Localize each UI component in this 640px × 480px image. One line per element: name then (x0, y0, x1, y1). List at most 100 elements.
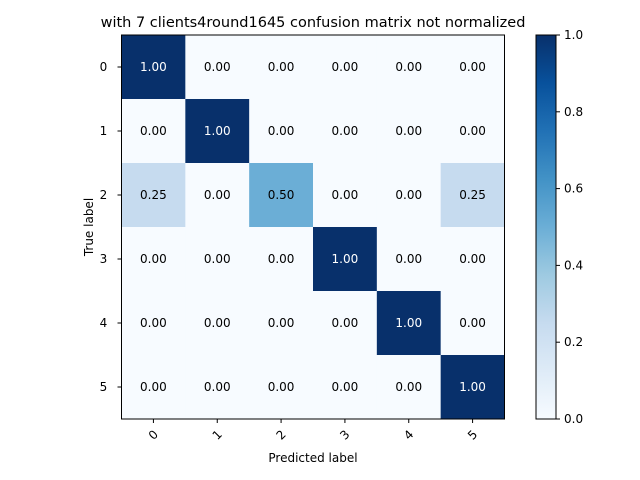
colorbar-ticks: 0.0 0.2 0.4 0.6 0.8 1.0 (556, 28, 583, 426)
x-axis-ticks: 0 1 2 3 4 5 (146, 419, 480, 443)
cell-label-1-2: 0.00 (268, 124, 295, 138)
x-tick-label-2: 2 (273, 427, 288, 442)
cell-3-1 (185, 227, 250, 292)
cell-1-5 (440, 99, 505, 164)
cell-3-3 (313, 227, 378, 292)
cell-label-3-2: 0.00 (268, 252, 295, 266)
cell-0-0 (121, 35, 186, 100)
colorbar-tick-label-3: 0.6 (564, 182, 583, 196)
x-tick-label-1: 1 (210, 427, 225, 442)
cell-0-5 (440, 35, 505, 100)
cell-label-4-1: 0.00 (204, 316, 231, 330)
cell-label-1-0: 0.00 (140, 124, 167, 138)
cell-5-5 (440, 355, 505, 420)
cell-4-4 (376, 291, 442, 356)
colorbar (535, 34, 557, 420)
cell-label-3-1: 0.00 (204, 252, 231, 266)
cell-0-2 (249, 35, 314, 100)
cell-label-5-4: 0.00 (395, 380, 422, 394)
colorbar-tick-label-2: 0.4 (564, 258, 583, 272)
cell-label-1-5: 0.00 (459, 124, 486, 138)
cell-1-0 (121, 99, 186, 164)
cell-label-0-4: 0.00 (395, 60, 422, 74)
cell-3-4 (376, 227, 442, 292)
cell-label-3-3: 1.00 (332, 252, 359, 266)
y-tick-label-4: 4 (100, 316, 108, 330)
cell-label-1-3: 0.00 (332, 124, 359, 138)
cell-label-2-3: 0.00 (332, 188, 359, 202)
colorbar-tick-label-1: 0.2 (564, 335, 583, 349)
cell-label-3-5: 0.00 (459, 252, 486, 266)
cell-label-2-0: 0.25 (140, 188, 167, 202)
cell-4-3 (313, 291, 378, 356)
cell-5-2 (249, 355, 314, 420)
cell-0-4 (376, 35, 442, 100)
y-tick-label-5: 5 (100, 380, 108, 394)
cell-label-2-2: 0.50 (268, 188, 295, 202)
cell-5-4 (376, 355, 442, 420)
cell-label-4-2: 0.00 (268, 316, 295, 330)
cell-2-2 (249, 163, 314, 228)
cell-5-3 (313, 355, 378, 420)
cell-label-0-1: 0.00 (204, 60, 231, 74)
cell-1-4 (376, 99, 442, 164)
cell-label-4-5: 0.00 (459, 316, 486, 330)
cell-label-1-4: 0.00 (395, 124, 422, 138)
plot-frame (121, 34, 505, 420)
heatmap-cell-labels: 1.00 0.00 0.00 0.00 0.00 0.00 0.00 1.00 0.00 0.00… (140, 60, 486, 394)
colorbar-tick-label-4: 0.8 (564, 105, 583, 119)
cell-label-5-0: 0.00 (140, 380, 167, 394)
cell-1-2 (249, 99, 314, 164)
y-axis-ticks: 0 1 2 3 4 5 (100, 60, 122, 394)
x-tick-label-0: 0 (146, 427, 161, 442)
y-tick-label-2: 2 (100, 188, 108, 202)
x-axis-label: Predicted label (268, 451, 357, 465)
cell-label-0-5: 0.00 (459, 60, 486, 74)
cell-3-2 (249, 227, 314, 292)
cell-label-5-2: 0.00 (268, 380, 295, 394)
cell-label-5-3: 0.00 (332, 380, 359, 394)
cell-3-0 (121, 227, 186, 292)
x-tick-label-5: 5 (465, 427, 480, 442)
cell-1-3 (313, 99, 378, 164)
cell-4-2 (249, 291, 314, 356)
cell-label-0-2: 0.00 (268, 60, 295, 74)
cell-2-5 (440, 163, 505, 228)
cell-label-5-5: 1.00 (459, 380, 486, 394)
cell-4-0 (121, 291, 186, 356)
cell-label-4-4: 1.00 (395, 316, 422, 330)
cell-label-4-0: 0.00 (140, 316, 167, 330)
colorbar-tick-label-0: 0.0 (564, 412, 583, 426)
cell-label-1-1: 1.00 (204, 124, 231, 138)
chart-title: with 7 clients4round1645 confusion matri… (101, 15, 526, 31)
cell-4-5 (440, 291, 505, 356)
colorbar-tick-label-5: 1.0 (564, 28, 583, 42)
cell-5-1 (185, 355, 250, 420)
y-axis-label: True label (82, 198, 96, 257)
cell-0-1 (185, 35, 250, 100)
cell-label-2-5: 0.25 (459, 188, 486, 202)
cell-3-5 (440, 227, 505, 292)
cell-label-3-0: 0.00 (140, 252, 167, 266)
heatmap-cells (121, 35, 505, 420)
y-tick-label-1: 1 (100, 124, 108, 138)
cell-2-0 (121, 163, 186, 228)
cell-label-4-3: 0.00 (332, 316, 359, 330)
cell-1-1 (185, 99, 250, 164)
cell-label-2-1: 0.00 (204, 188, 231, 202)
y-tick-label-3: 3 (100, 252, 108, 266)
cell-2-4 (376, 163, 442, 228)
y-tick-label-0: 0 (100, 60, 108, 74)
cell-label-0-0: 1.00 (140, 60, 167, 74)
cell-0-3 (313, 35, 378, 100)
x-tick-label-4: 4 (401, 427, 416, 442)
cell-2-3 (313, 163, 378, 228)
cell-label-3-4: 0.00 (395, 252, 422, 266)
cell-5-0 (121, 355, 186, 420)
cell-label-5-1: 0.00 (204, 380, 231, 394)
cell-2-1 (185, 163, 250, 228)
cell-4-1 (185, 291, 250, 356)
cell-label-2-4: 0.00 (395, 188, 422, 202)
cell-label-0-3: 0.00 (332, 60, 359, 74)
